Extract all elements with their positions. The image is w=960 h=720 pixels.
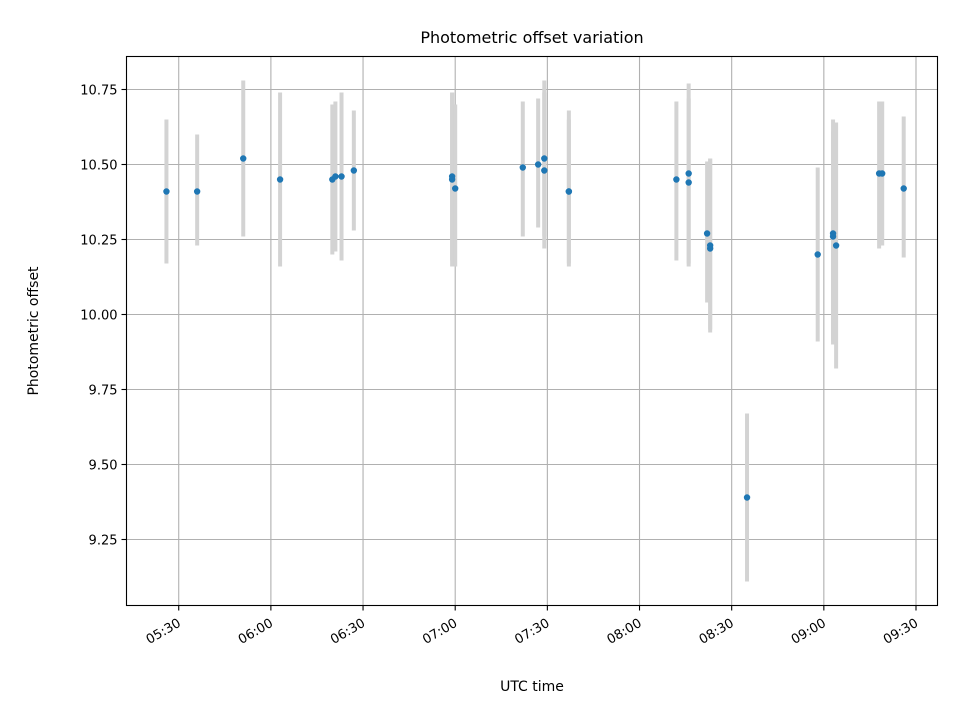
data-point: [565, 188, 573, 195]
data-point: [685, 179, 692, 186]
data-point: [534, 161, 542, 168]
data-point: [541, 167, 548, 174]
data-point: [452, 185, 459, 192]
y-tick-label: 10.00: [80, 309, 117, 324]
y-tick-label: 9.50: [89, 459, 118, 474]
x-tick-label: 07:30: [512, 616, 552, 648]
x-axis-label: UTC time: [500, 679, 564, 695]
x-tick-label: 07:00: [420, 616, 460, 648]
data-point: [240, 155, 247, 162]
data-point: [338, 173, 345, 180]
data-point: [350, 167, 358, 174]
data-point: [706, 242, 714, 249]
data-point: [448, 176, 456, 183]
y-tick-label: 10.75: [80, 84, 117, 99]
data-point: [332, 173, 339, 180]
y-tick-label: 9.75: [89, 384, 118, 399]
grid: [126, 56, 938, 606]
plot-frame: [125, 55, 939, 607]
data-point: [673, 176, 680, 183]
data-point: [832, 242, 840, 249]
errorbars: [164, 80, 906, 582]
data-points: [163, 155, 907, 501]
x-tick-label: 06:30: [328, 616, 368, 648]
x-tick-label: 06:00: [236, 616, 276, 648]
data-point: [743, 494, 751, 501]
data-point: [193, 188, 201, 195]
y-tick-label: 10.25: [80, 234, 117, 249]
data-point: [519, 164, 526, 171]
data-point: [685, 170, 692, 177]
x-tick-label: 05:30: [144, 616, 184, 648]
x-tick-label: 09:00: [789, 616, 829, 648]
y-axis-label: Photometric offset: [26, 266, 42, 396]
x-tick-label: 08:00: [605, 616, 645, 648]
data-point: [829, 233, 837, 240]
y-tick-label: 10.50: [80, 159, 117, 174]
data-point: [703, 230, 711, 237]
data-point: [541, 155, 548, 162]
data-point: [276, 176, 284, 183]
data-point: [900, 185, 907, 192]
x-tick-label: 08:30: [697, 616, 737, 648]
chart-title: Photometric offset variation: [420, 28, 643, 47]
data-point: [879, 170, 886, 177]
data-point: [814, 251, 821, 258]
x-tick-label: 09:30: [881, 616, 921, 648]
y-tick-label: 9.25: [89, 534, 118, 549]
data-point: [163, 188, 170, 195]
ticks: 05:30 06:00 06:30 07:00 07:30 08:00 08:30 09:00…: [80, 84, 921, 648]
